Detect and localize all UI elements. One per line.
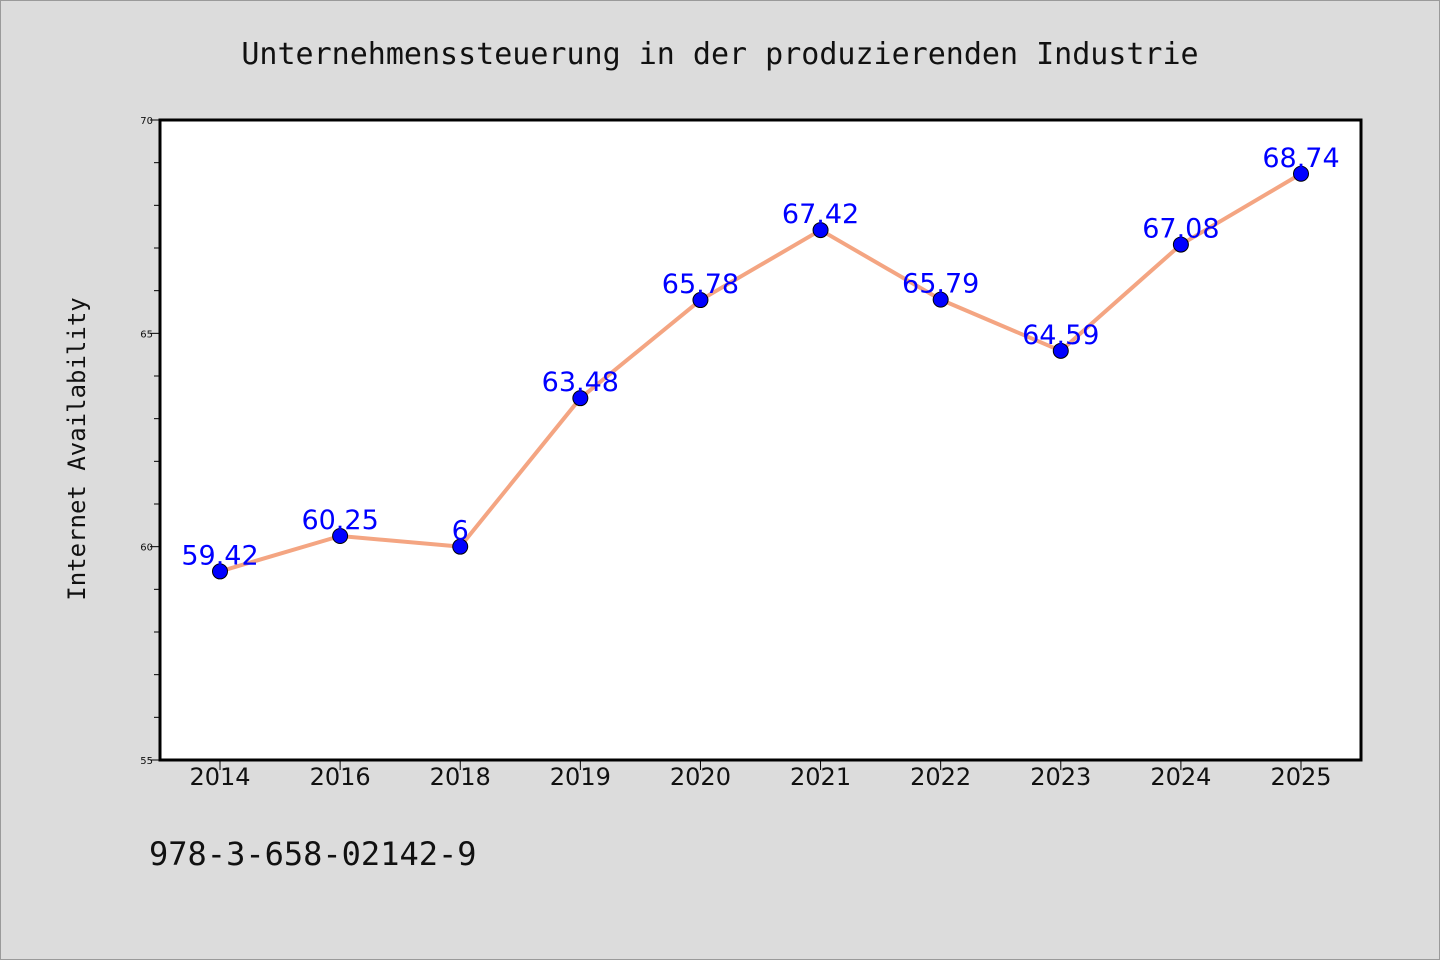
data-point bbox=[1172, 236, 1189, 253]
data-label: 64.59 bbox=[1022, 320, 1099, 351]
data-point bbox=[932, 291, 949, 308]
data-label: 67.42 bbox=[782, 199, 859, 230]
data-label: 59.42 bbox=[181, 540, 258, 571]
data-label: 60.25 bbox=[301, 505, 378, 536]
data-point bbox=[692, 292, 709, 309]
x-tick-label: 2020 bbox=[670, 763, 731, 791]
plot-area bbox=[158, 118, 1363, 762]
x-axis: 2014 2016 2018 2019 2020 2021 2022 2023 2024 2025 bbox=[189, 760, 1332, 791]
data-label: 65.78 bbox=[662, 269, 739, 300]
data-point bbox=[572, 390, 589, 407]
x-tick-label: 2021 bbox=[790, 763, 851, 791]
x-tick-label: 2018 bbox=[430, 763, 491, 791]
data-label: 65.79 bbox=[902, 269, 979, 300]
y-tick-label: 55 bbox=[140, 756, 153, 767]
x-tick-label: 2014 bbox=[189, 763, 250, 791]
data-labels: 59.42 60.25 6 63.48 65.78 67.42 65.79 64.59 67.0… bbox=[181, 143, 1339, 572]
y-axis: 55 60 65 70 bbox=[140, 116, 160, 767]
data-point bbox=[452, 538, 469, 555]
x-tick-label: 2024 bbox=[1150, 763, 1211, 791]
x-tick-label: 2016 bbox=[310, 763, 371, 791]
x-tick-label: 2022 bbox=[910, 763, 971, 791]
x-tick-label: 2019 bbox=[550, 763, 611, 791]
footnote-isbn: 978-3-658-02142-9 bbox=[149, 835, 477, 873]
x-tick-label: 2025 bbox=[1270, 763, 1331, 791]
y-axis-label: Internet Availability bbox=[63, 297, 91, 600]
data-point bbox=[1293, 165, 1309, 182]
chart-title: Unternehmenssteuerung in der produzieren… bbox=[241, 37, 1198, 72]
data-label: 67.08 bbox=[1142, 214, 1219, 245]
data-label: 63.48 bbox=[542, 367, 619, 398]
y-tick-label: 60 bbox=[140, 543, 153, 554]
data-point bbox=[212, 563, 228, 580]
y-tick-label: 70 bbox=[140, 116, 153, 127]
data-point bbox=[332, 528, 349, 544]
data-label: 6 bbox=[452, 516, 469, 547]
series-group bbox=[212, 165, 1309, 580]
data-point bbox=[1052, 342, 1069, 359]
x-tick-label: 2023 bbox=[1030, 763, 1091, 791]
series-line bbox=[218, 171, 1303, 574]
data-point bbox=[812, 222, 829, 239]
y-tick-label: 65 bbox=[140, 329, 153, 340]
data-label: 68.74 bbox=[1262, 143, 1339, 174]
